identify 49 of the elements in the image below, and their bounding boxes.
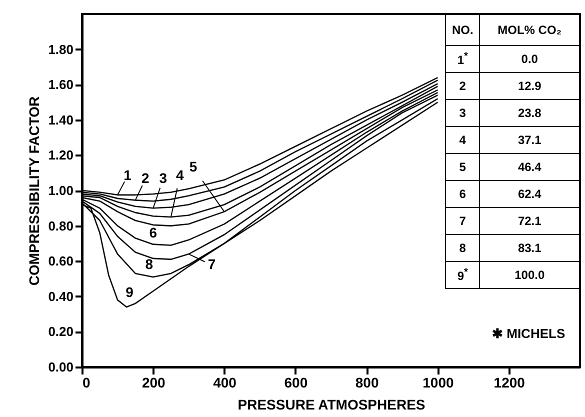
- annotation: 1: [124, 166, 132, 183]
- annotation: NO.: [446, 14, 480, 46]
- annotation: 0.0: [480, 46, 580, 72]
- annotation: 3: [446, 100, 480, 126]
- annotation: 5: [189, 158, 198, 175]
- y-tick-label: 0.00: [48, 360, 74, 374]
- x-tick-label: 1000: [422, 374, 454, 390]
- annotation: 9$^{*}$: [446, 262, 480, 288]
- y-tick-label: 1.20: [48, 148, 74, 163]
- y-tick-label: 0.20: [48, 324, 74, 340]
- x-tick-label: 200: [142, 374, 166, 390]
- x-tick-label: 800: [355, 374, 379, 390]
- y-tick-label: 1.40: [48, 112, 74, 128]
- annotation: 7: [208, 256, 216, 272]
- annotation: 100.0: [480, 262, 580, 288]
- y-tick-label: 1.60: [48, 77, 74, 92]
- annotation: 83.1: [480, 234, 580, 262]
- x-tick-label: 0: [82, 374, 90, 390]
- annotation: 6: [446, 180, 480, 208]
- annotation: 4: [176, 166, 184, 183]
- annotation: 8: [446, 234, 480, 262]
- x-tick-label: 1200: [494, 374, 526, 390]
- annotation: 12.9: [480, 72, 580, 100]
- annotation: 37.1: [480, 126, 580, 154]
- annotation: 1$^{*}$: [446, 46, 480, 72]
- annotation: 3: [159, 170, 168, 186]
- annotation: ✱ MICHELS: [492, 326, 566, 341]
- annotation: 7: [446, 208, 480, 234]
- x-tick-label: 600: [284, 374, 308, 390]
- annotation: 23.8: [480, 100, 580, 126]
- annotation: 62.4: [480, 180, 580, 208]
- annotation: MOL% CO₂: [480, 14, 580, 46]
- annotation: 8: [145, 256, 154, 272]
- y-tick-label: 0.80: [48, 218, 74, 234]
- annotation: 6: [149, 224, 158, 240]
- y-tick-label: 0.40: [48, 288, 74, 304]
- annotation: 9: [126, 284, 134, 300]
- y-tick-label: 1.00: [48, 183, 74, 198]
- y-axis-title: COMPRESSIBILITY FACTOR: [26, 96, 42, 286]
- y-tick-label: 1.80: [48, 42, 74, 57]
- annotation: 4: [446, 126, 480, 154]
- annotation: 46.4: [480, 154, 580, 180]
- x-tick-label: 400: [213, 374, 237, 390]
- annotation: 2: [446, 72, 480, 100]
- annotation: 2: [141, 170, 150, 186]
- annotation: 72.1: [480, 208, 580, 234]
- x-axis-title: PRESSURE ATMOSPHERES: [238, 396, 426, 412]
- y-tick-label: 0.60: [48, 254, 74, 269]
- annotation: 5: [446, 154, 480, 180]
